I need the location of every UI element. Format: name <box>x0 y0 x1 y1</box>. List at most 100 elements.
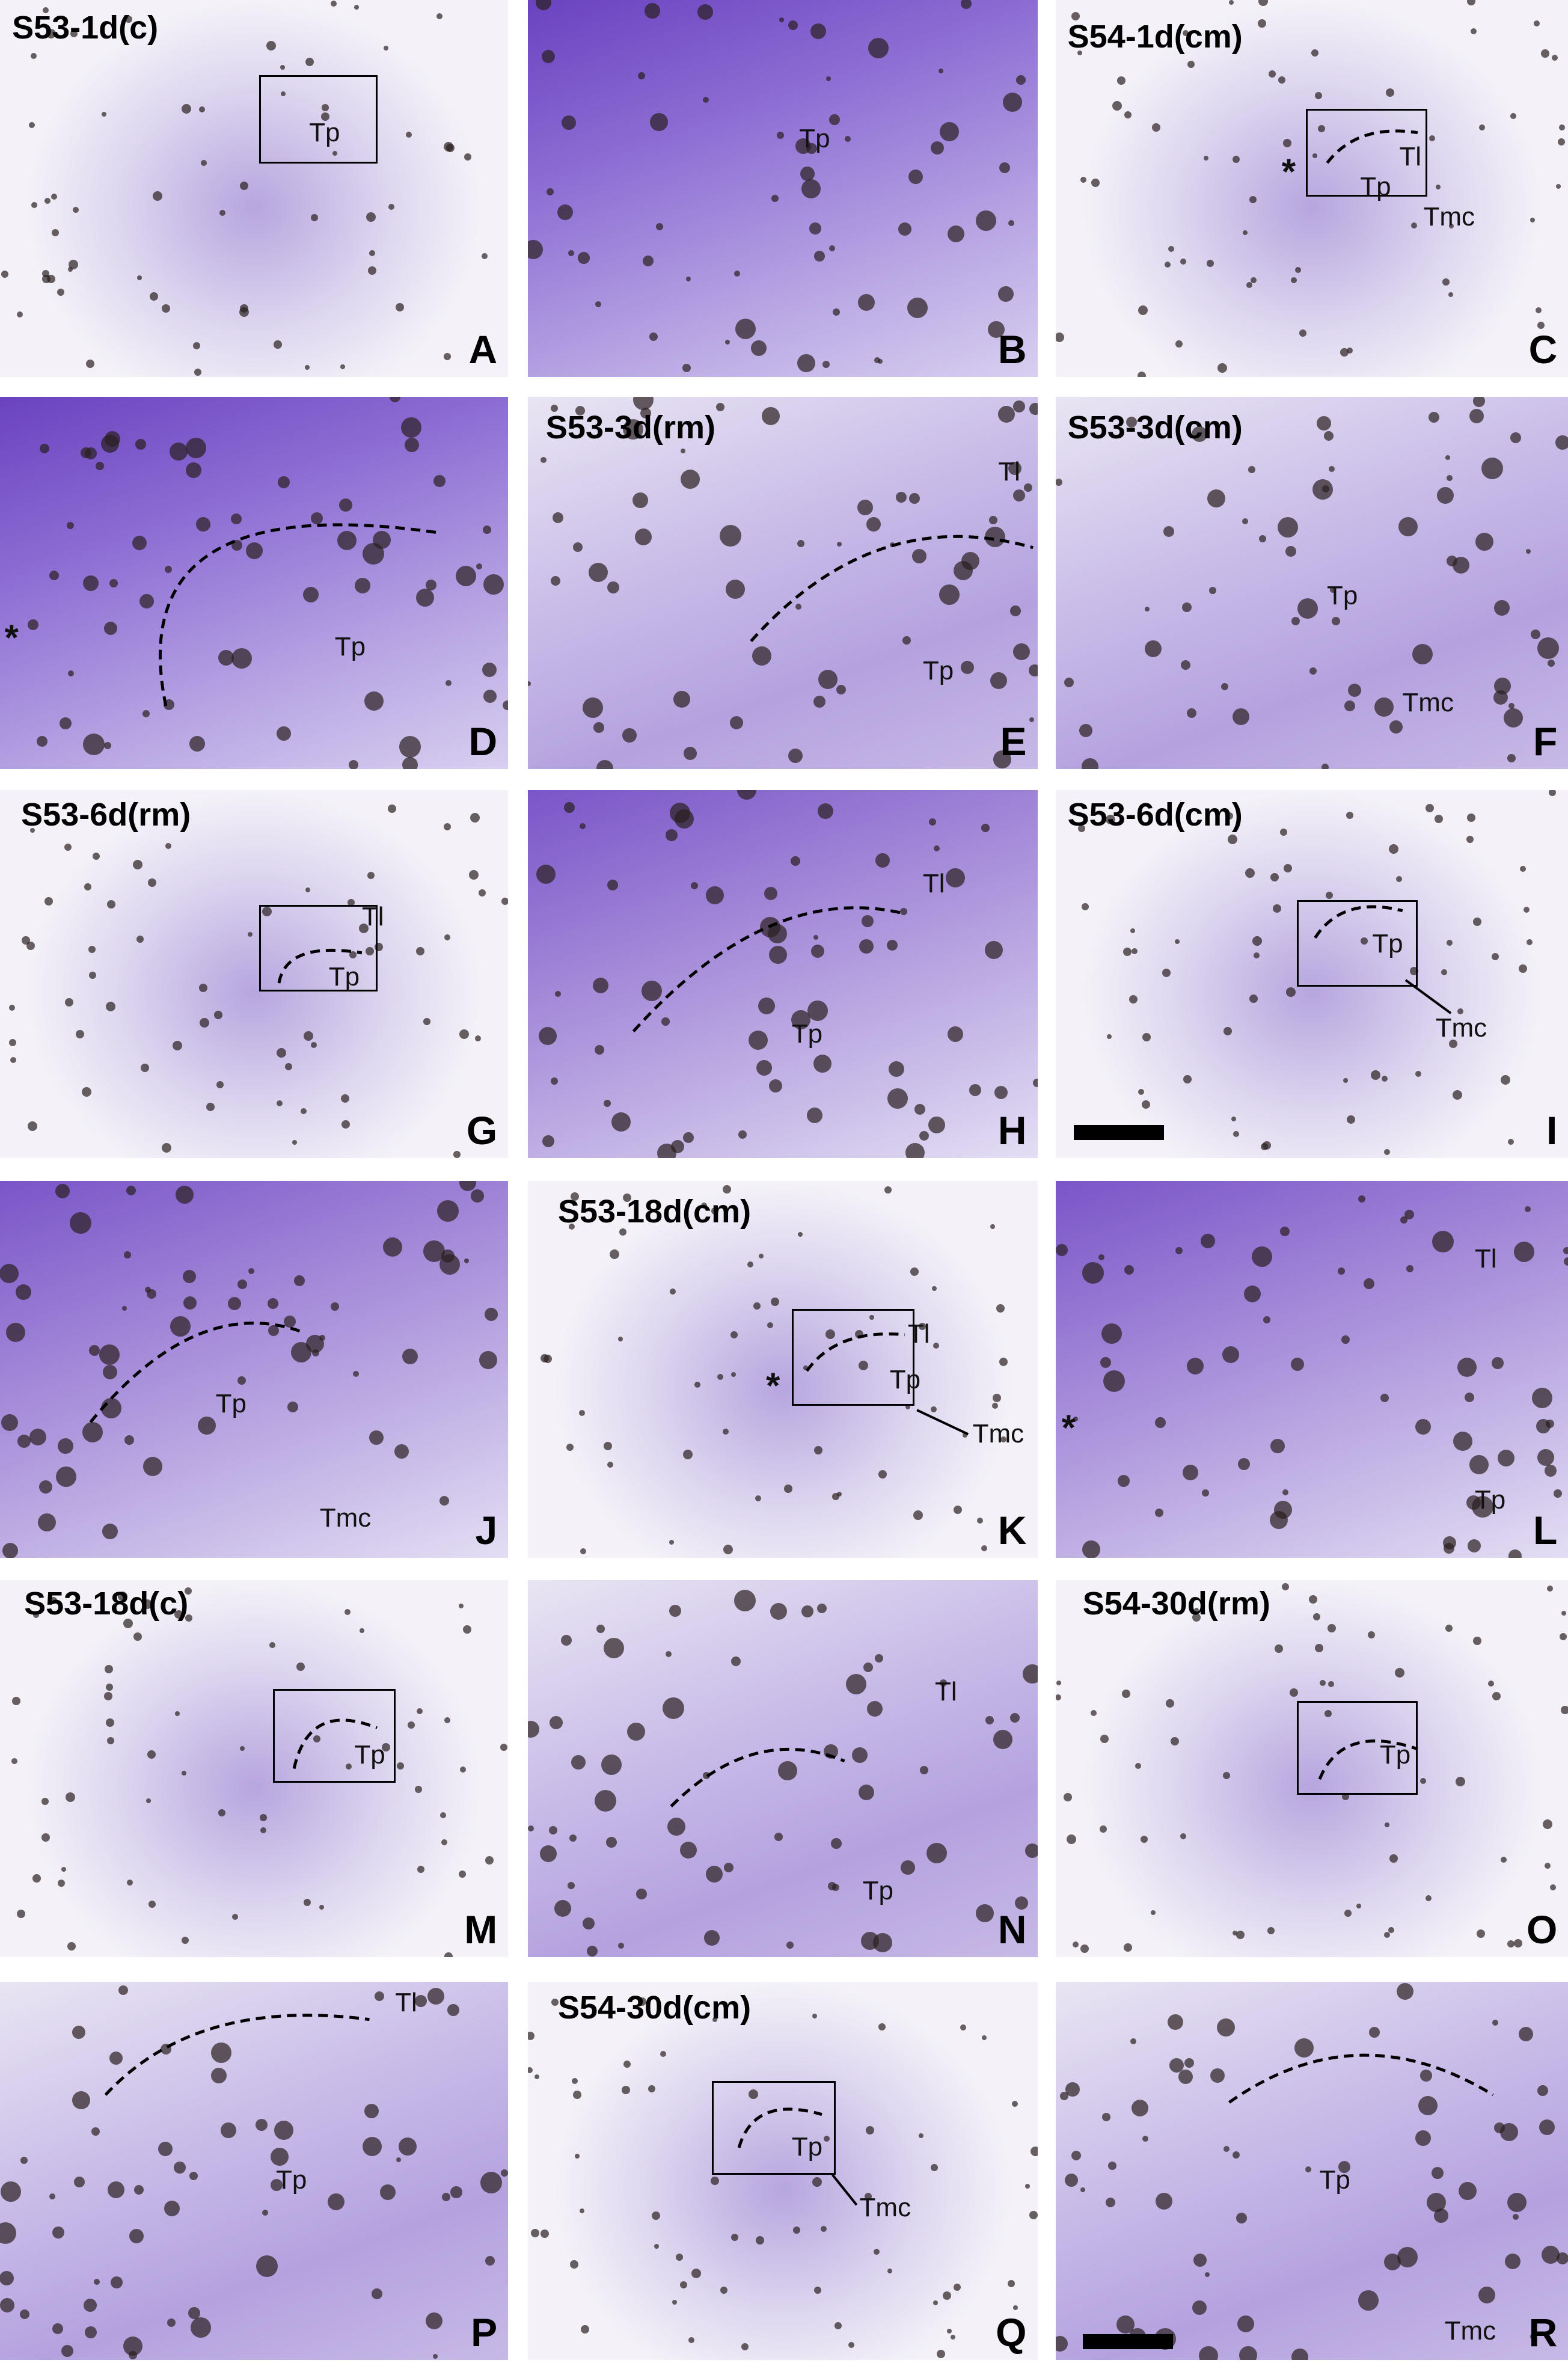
silver-grain <box>1032 1079 1038 1088</box>
panel-letter: G <box>466 1108 498 1153</box>
silver-grain <box>142 1456 162 1476</box>
silver-grain <box>777 1761 797 1781</box>
inset-box <box>259 75 378 164</box>
silver-grain <box>1530 629 1540 639</box>
silver-grain <box>106 1737 114 1745</box>
inset-box <box>1305 108 1427 197</box>
silver-grain <box>662 1697 684 1720</box>
silver-grain <box>682 1449 693 1459</box>
silver-grain <box>918 2133 923 2138</box>
silver-grain <box>414 1786 422 1794</box>
silver-grain <box>644 3 660 19</box>
pointer-line <box>831 2174 858 2205</box>
silver-grain <box>1544 1863 1551 1869</box>
silver-grain <box>167 2318 176 2327</box>
silver-grain <box>1029 2210 1038 2219</box>
silver-grain <box>172 1041 182 1051</box>
silver-grain <box>93 2278 100 2285</box>
silver-grain <box>1466 814 1475 823</box>
silver-grain <box>1184 2058 1194 2068</box>
silver-grain <box>68 259 78 269</box>
silver-grain <box>126 1185 136 1195</box>
silver-grain <box>1475 532 1493 551</box>
silver-grain <box>911 548 926 563</box>
silver-grain <box>733 1590 756 1612</box>
silver-grain <box>1548 790 1556 797</box>
silver-grain <box>302 586 319 602</box>
silver-grain <box>399 735 421 758</box>
silver-grain <box>99 1344 120 1365</box>
silver-grain <box>1206 259 1214 267</box>
silver-grain <box>169 442 188 461</box>
silver-grain <box>181 1771 186 1776</box>
silver-grain <box>425 2312 443 2329</box>
silver-grain <box>66 521 74 529</box>
silver-grain <box>85 359 94 368</box>
silver-grain <box>1561 1611 1566 1616</box>
silver-grain <box>1425 1895 1432 1902</box>
silver-grain <box>1507 2192 1527 2212</box>
silver-grain <box>396 1762 404 1770</box>
silver-grain <box>950 2334 955 2340</box>
silver-grain <box>1290 277 1297 283</box>
silver-grain <box>11 1758 17 1765</box>
silver-grain <box>46 274 55 283</box>
silver-grain <box>1419 2069 1432 2082</box>
region-label: Tl <box>922 868 945 898</box>
silver-grain <box>723 1863 733 1873</box>
silver-grain <box>30 53 37 60</box>
silver-grain <box>1081 758 1098 770</box>
silver-grain <box>260 1827 266 1834</box>
silver-grain <box>379 2184 396 2200</box>
silver-grain <box>594 1790 616 1812</box>
silver-grain <box>960 0 972 9</box>
panel-k: S53-18d(cm) * Tl Tp Tmc K <box>527 1180 1038 1558</box>
silver-grain <box>59 717 72 729</box>
silver-grain <box>185 437 206 458</box>
region-label: Tl <box>907 1319 930 1349</box>
silver-grain <box>723 1544 733 1554</box>
silver-grain <box>1200 1233 1215 1248</box>
silver-grain <box>691 2268 701 2278</box>
silver-grain <box>866 1701 883 1717</box>
silver-grain <box>899 908 907 916</box>
silver-grain <box>1080 2187 1085 2192</box>
silver-grain <box>836 541 842 547</box>
silver-grain <box>661 1017 670 1026</box>
silver-grain <box>1472 396 1485 407</box>
silver-grain <box>603 1638 624 1659</box>
silver-grain <box>188 2306 200 2319</box>
silver-grain <box>999 162 1010 174</box>
silver-grain <box>1129 995 1138 1004</box>
silver-grain <box>738 1130 747 1139</box>
silver-grain <box>1481 457 1503 479</box>
silver-grain <box>1106 1034 1112 1040</box>
silver-grain <box>118 1985 128 1995</box>
silver-grain <box>1513 1939 1522 1948</box>
silver-grain <box>359 1628 364 1634</box>
silver-grain <box>953 2283 961 2291</box>
silver-grain <box>101 112 106 117</box>
silver-grain <box>1442 278 1450 286</box>
silver-grain <box>527 2031 534 2040</box>
silver-grain <box>632 396 654 410</box>
silver-grain <box>327 2193 345 2210</box>
silver-grain <box>898 222 911 236</box>
silver-grain <box>1223 2145 1230 2152</box>
silver-grain <box>1099 1825 1107 1833</box>
silver-grain <box>1268 70 1276 78</box>
silver-grain <box>729 716 743 729</box>
silver-grain <box>717 1373 723 1380</box>
silver-grain <box>1472 918 1481 927</box>
silver-grain <box>255 2118 268 2131</box>
silver-grain <box>679 1842 697 1859</box>
silver-grain <box>340 1094 349 1103</box>
silver-grain <box>280 65 285 70</box>
silver-grain <box>485 1856 494 1865</box>
silver-grain <box>1541 2245 1560 2264</box>
silver-grain <box>262 2209 268 2216</box>
region-label: Tmc <box>319 1503 372 1533</box>
region-label: Tmc <box>972 1419 1024 1448</box>
silver-grain <box>1418 2095 1438 2115</box>
silver-grain <box>1299 329 1306 337</box>
